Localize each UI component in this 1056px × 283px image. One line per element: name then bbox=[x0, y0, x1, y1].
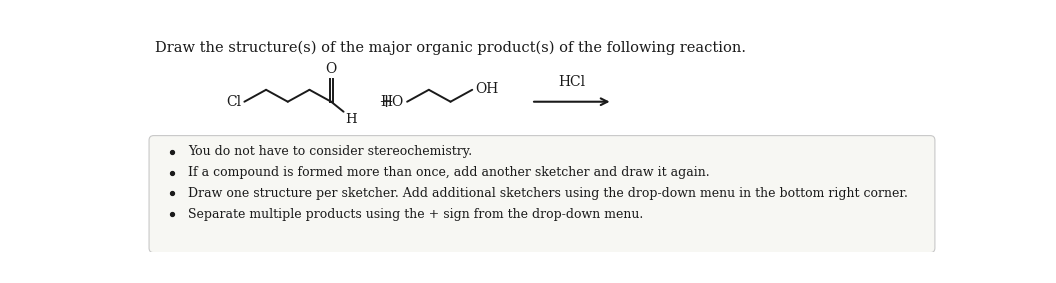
FancyBboxPatch shape bbox=[149, 136, 935, 253]
Text: OH: OH bbox=[475, 82, 498, 96]
Text: H: H bbox=[345, 113, 357, 125]
Text: Draw the structure(s) of the major organic product(s) of the following reaction.: Draw the structure(s) of the major organ… bbox=[155, 40, 747, 55]
Text: You do not have to consider stereochemistry.: You do not have to consider stereochemis… bbox=[188, 145, 472, 158]
Text: HO: HO bbox=[381, 95, 404, 109]
Text: HCl: HCl bbox=[559, 75, 585, 89]
Text: Cl: Cl bbox=[226, 95, 241, 109]
Text: Separate multiple products using the + sign from the drop-down menu.: Separate multiple products using the + s… bbox=[188, 208, 643, 221]
Text: O: O bbox=[325, 62, 337, 76]
Text: If a compound is formed more than once, add another sketcher and draw it again.: If a compound is formed more than once, … bbox=[188, 166, 710, 179]
Text: +: + bbox=[378, 93, 393, 111]
Text: Draw one structure per sketcher. Add additional sketchers using the drop-down me: Draw one structure per sketcher. Add add… bbox=[188, 187, 908, 200]
